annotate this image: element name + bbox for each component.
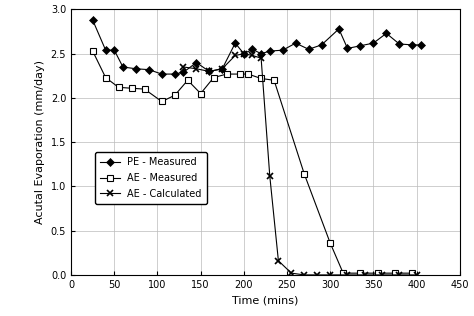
AE - Calculated	[219, 67, 225, 71]
PE - Measured	[410, 43, 415, 47]
PE - Measured	[111, 48, 117, 52]
AE - Measured	[198, 92, 203, 95]
AE - Measured	[392, 271, 398, 275]
PE - Measured	[371, 41, 376, 45]
PE - Measured	[232, 41, 238, 45]
AE - Measured	[159, 100, 164, 103]
PE - Measured	[258, 52, 264, 56]
PE - Measured	[383, 32, 389, 35]
AE - Measured	[375, 271, 381, 275]
AE - Calculated	[207, 70, 212, 73]
AE - Measured	[410, 271, 415, 275]
PE - Measured	[418, 43, 424, 47]
AE - Measured	[185, 78, 191, 82]
PE - Measured	[306, 47, 311, 51]
Legend: PE - Measured, AE - Measured, AE - Calculated: PE - Measured, AE - Measured, AE - Calcu…	[95, 152, 207, 204]
AE - Calculated	[289, 271, 294, 275]
PE - Measured	[345, 46, 350, 50]
PE - Measured	[90, 18, 96, 22]
PE - Measured	[336, 27, 342, 31]
AE - Measured	[258, 76, 264, 80]
AE - Measured	[90, 49, 96, 53]
AE - Measured	[103, 76, 109, 80]
Line: PE - Measured: PE - Measured	[90, 17, 424, 77]
AE - Calculated	[414, 273, 419, 277]
AE - Calculated	[345, 273, 350, 277]
AE - Calculated	[232, 54, 238, 58]
AE - Calculated	[379, 273, 385, 277]
PE - Measured	[357, 44, 363, 48]
AE - Measured	[340, 271, 346, 275]
AE - Measured	[224, 72, 229, 76]
Line: AE - Calculated: AE - Calculated	[180, 50, 420, 278]
PE - Measured	[250, 47, 255, 51]
AE - Measured	[172, 94, 178, 97]
AE - Measured	[328, 241, 333, 245]
PE - Measured	[207, 70, 212, 73]
PE - Measured	[319, 43, 324, 47]
PE - Measured	[159, 72, 164, 76]
X-axis label: Time (mins): Time (mins)	[232, 295, 299, 305]
AE - Calculated	[362, 273, 368, 277]
AE - Measured	[116, 85, 121, 89]
PE - Measured	[293, 41, 299, 45]
AE - Measured	[301, 172, 307, 176]
AE - Calculated	[193, 67, 199, 71]
AE - Calculated	[267, 174, 273, 178]
AE - Measured	[142, 87, 147, 91]
PE - Measured	[172, 72, 178, 76]
PE - Measured	[193, 61, 199, 64]
AE - Measured	[357, 271, 363, 275]
PE - Measured	[181, 70, 186, 74]
AE - Calculated	[275, 259, 281, 263]
PE - Measured	[267, 49, 273, 53]
AE - Calculated	[328, 273, 333, 277]
PE - Measured	[146, 68, 152, 71]
AE - Calculated	[396, 273, 402, 277]
PE - Measured	[120, 65, 126, 69]
PE - Measured	[241, 52, 246, 56]
AE - Calculated	[258, 56, 264, 60]
Line: AE - Measured: AE - Measured	[90, 48, 415, 276]
PE - Measured	[219, 67, 225, 71]
AE - Calculated	[241, 52, 246, 56]
AE - Measured	[237, 72, 242, 76]
AE - Measured	[246, 72, 251, 76]
AE - Calculated	[181, 65, 186, 69]
AE - Calculated	[301, 273, 307, 277]
AE - Measured	[129, 86, 135, 90]
AE - Measured	[271, 78, 277, 82]
AE - Measured	[211, 76, 217, 80]
AE - Calculated	[250, 54, 255, 58]
PE - Measured	[133, 67, 139, 71]
PE - Measured	[396, 42, 402, 46]
AE - Calculated	[314, 273, 320, 277]
Y-axis label: Acutal Evaporation (mm/day): Acutal Evaporation (mm/day)	[35, 60, 45, 224]
PE - Measured	[280, 48, 285, 52]
PE - Measured	[103, 48, 109, 52]
